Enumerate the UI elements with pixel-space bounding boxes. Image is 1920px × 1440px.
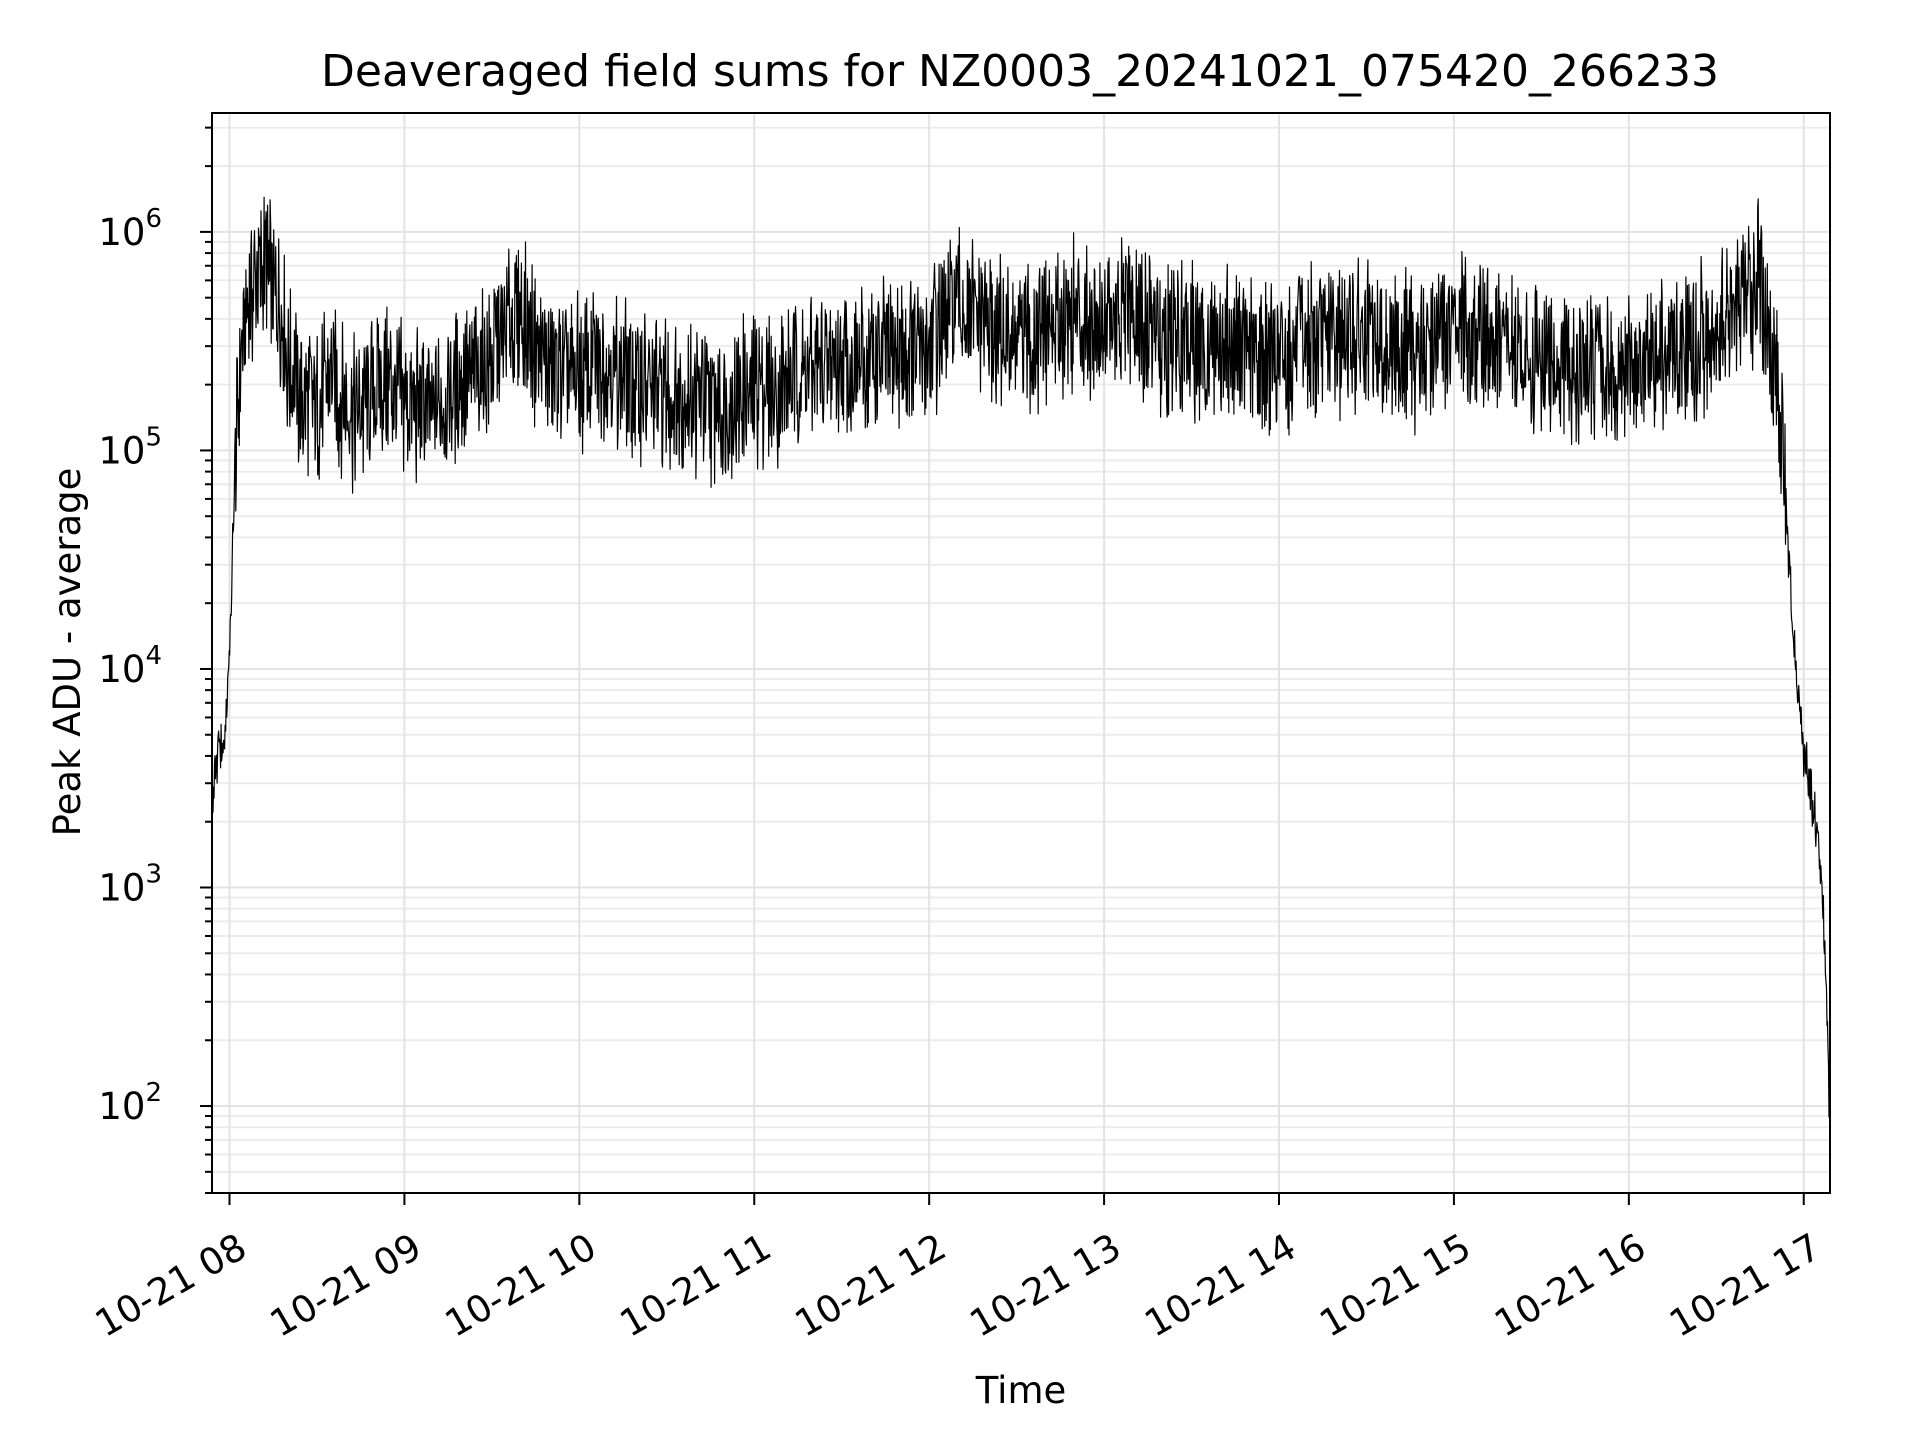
y-tick-label: 103 [98,860,162,910]
y-tick-label: 106 [98,204,162,254]
y-axis-label: Peak ADU - average [46,468,89,837]
series-line [211,196,1831,1142]
series-layer [211,196,1831,1142]
y-ticks: 102 103 104 105 106 [98,126,212,1194]
y-tick-label: 105 [98,422,162,472]
chart-title: Deaveraged field sums for NZ0003_2024102… [321,46,1719,97]
x-axis-label: Time [975,1369,1067,1412]
y-tick-label: 102 [98,1078,162,1128]
grid [212,113,1830,1194]
plot-frame [211,112,1831,1194]
y-tick-label: 104 [98,641,162,691]
